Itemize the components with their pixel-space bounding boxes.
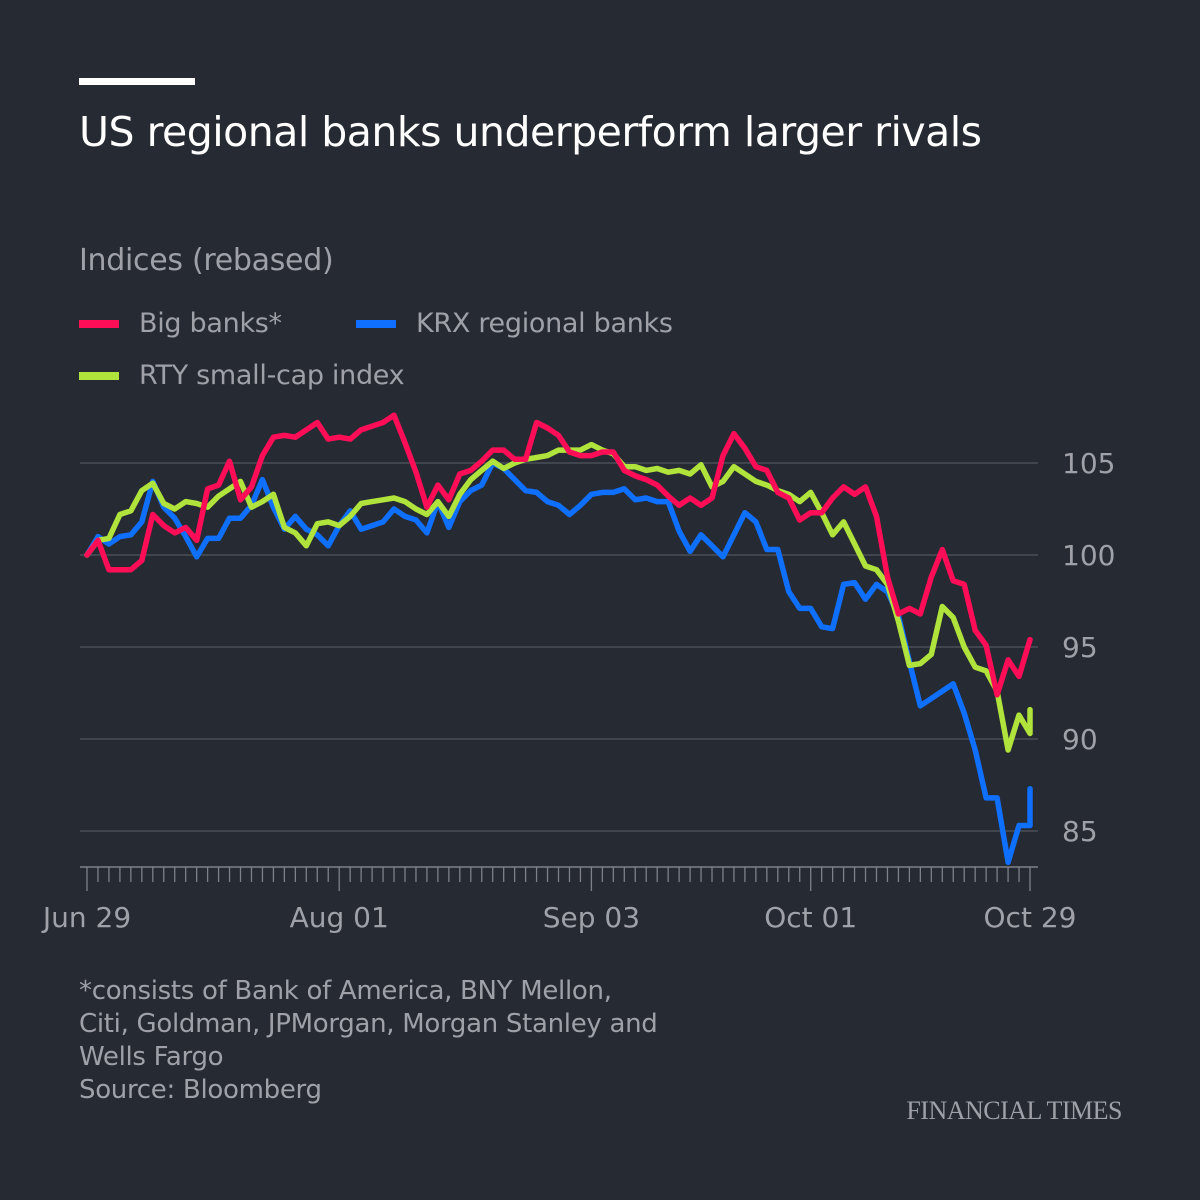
legend-swatch-rty [79, 371, 119, 380]
y-tick-label: 85 [1062, 815, 1098, 848]
series-line-big-banks [84, 412, 1033, 698]
gridlines [80, 462, 1038, 832]
footnote-line: Wells Fargo [79, 1042, 224, 1072]
footnote-line: Citi, Goldman, JPMorgan, Morgan Stanley … [79, 1009, 658, 1039]
y-tick-label: 105 [1062, 447, 1115, 480]
legend-item-krx: KRX regional banks [356, 308, 673, 339]
x-tick-label: Jun 29 [41, 901, 131, 934]
series-line-rty-small-cap-index [84, 441, 1033, 753]
series-line-krx-regional-banks [84, 460, 1033, 866]
source-note: Source: Bloomberg [79, 1075, 322, 1105]
y-tick-label: 100 [1062, 539, 1115, 572]
footnote-line: *consists of Bank of America, BNY Mellon… [79, 976, 612, 1006]
ft-logo: FINANCIAL TIMES [906, 1096, 1122, 1125]
legend-item-big-banks: Big banks* [79, 308, 282, 339]
chart-title: US regional banks underperform larger ri… [79, 108, 982, 156]
legend-label: KRX regional banks [416, 308, 673, 339]
legend-swatch-krx [356, 319, 396, 328]
legend-item-rty: RTY small-cap index [79, 360, 405, 391]
x-tick-label: Oct 29 [984, 901, 1077, 934]
title-accent-bar [79, 78, 195, 85]
series-lines [84, 412, 1033, 866]
legend-label: RTY small-cap index [139, 360, 405, 391]
legend-swatch-big-banks [79, 319, 119, 328]
footnote: *consists of Bank of America, BNY Mellon… [79, 975, 658, 1107]
y-axis-labels: 85 90 95 100 105 [1062, 447, 1115, 848]
x-tick-label: Sep 03 [543, 901, 640, 934]
y-tick-label: 90 [1062, 723, 1098, 756]
x-axis: Jun 29 Aug 01 Sep 03 Oct 01 Oct 29 [41, 866, 1077, 934]
legend-label: Big banks* [139, 308, 282, 339]
x-tick-label: Aug 01 [290, 901, 389, 934]
chart-subtitle: Indices (rebased) [79, 243, 334, 278]
x-tick-label: Oct 01 [764, 901, 857, 934]
y-tick-label: 95 [1062, 631, 1098, 664]
